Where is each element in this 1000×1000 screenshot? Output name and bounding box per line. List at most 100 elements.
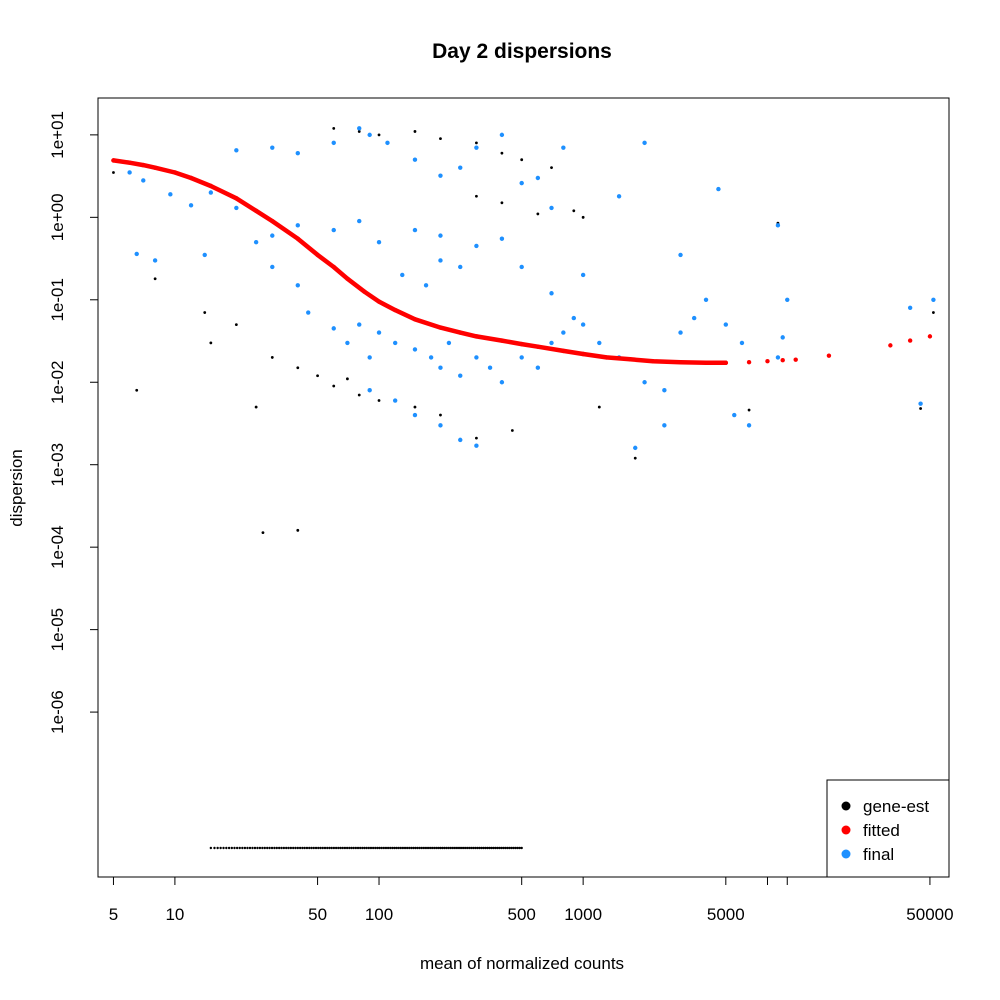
final-point xyxy=(438,258,443,263)
final-point xyxy=(357,322,362,327)
zero-dispersion-point xyxy=(350,846,353,850)
zero-dispersion-point xyxy=(312,846,315,850)
zero-dispersion-point xyxy=(424,846,428,850)
zero-dispersion-point xyxy=(401,846,405,850)
final-point xyxy=(561,330,566,335)
gene-est-point xyxy=(346,377,349,381)
final-point xyxy=(234,148,239,153)
zero-dispersion-point xyxy=(508,846,511,850)
zero-dispersion-point xyxy=(410,846,413,850)
gene-est-point xyxy=(439,137,442,141)
zero-dispersion-point xyxy=(374,846,377,850)
final-point xyxy=(775,223,781,228)
fitted-point xyxy=(234,196,239,201)
gene-est-point xyxy=(296,366,300,370)
final-point xyxy=(907,305,913,310)
gene-est-point xyxy=(581,215,585,219)
gene-est-point xyxy=(919,407,922,410)
gene-est-point xyxy=(520,158,524,162)
gene-est-point xyxy=(234,323,238,327)
fitted-point xyxy=(535,344,541,349)
fitted-point xyxy=(295,236,300,241)
gene-est-points xyxy=(112,126,935,850)
fitted-curve xyxy=(111,158,729,366)
zero-dispersion-point xyxy=(273,846,276,850)
zero-dispersion-point xyxy=(459,846,463,850)
final-point xyxy=(616,194,622,199)
gene-est-point xyxy=(536,212,540,216)
gene-est-point xyxy=(135,388,139,392)
zero-dispersion-point xyxy=(470,846,473,850)
final-point xyxy=(458,437,463,443)
zero-dispersion-point xyxy=(439,846,442,850)
fitted-point xyxy=(412,317,418,322)
legend-marker-gene-est xyxy=(841,801,851,811)
zero-dispersion-point xyxy=(516,846,519,850)
zero-dispersion-point xyxy=(422,846,426,850)
fitted-point xyxy=(627,357,633,362)
zero-dispersion-point xyxy=(213,846,216,850)
gene-est-point xyxy=(475,141,478,145)
final-point xyxy=(499,380,505,385)
fitted-point xyxy=(331,264,336,270)
final-point xyxy=(474,443,479,448)
final-point xyxy=(474,145,479,150)
zero-dispersion-point xyxy=(345,846,349,850)
zero-dispersion-point xyxy=(451,846,455,850)
zero-dispersion-point xyxy=(484,846,487,850)
zero-dispersion-point xyxy=(395,846,398,850)
final-point xyxy=(458,373,463,378)
final-point xyxy=(438,423,443,428)
final-point xyxy=(253,239,259,245)
final-point xyxy=(561,145,566,150)
final-point xyxy=(367,388,372,393)
final-point xyxy=(331,227,336,233)
gene-est-point xyxy=(413,405,417,409)
final-point xyxy=(785,297,790,302)
fitted-point xyxy=(172,170,178,175)
zero-dispersion-point xyxy=(445,846,448,850)
zero-dispersion-point xyxy=(449,846,452,850)
zero-dispersion-point xyxy=(222,846,225,850)
final-point xyxy=(499,236,505,241)
final-point xyxy=(400,272,405,278)
final-point xyxy=(295,223,300,228)
zero-dispersion-point xyxy=(441,846,444,850)
fitted-point xyxy=(474,334,479,339)
zero-dispersion-point xyxy=(230,846,234,850)
fitted-point xyxy=(927,334,933,339)
zero-dispersion-point xyxy=(352,846,355,850)
zero-dispersion-point xyxy=(399,846,403,850)
zero-dispersion-point xyxy=(506,846,509,850)
final-point xyxy=(642,140,647,146)
final-point xyxy=(662,388,667,393)
final-point xyxy=(357,218,362,224)
fitted-point xyxy=(650,358,656,364)
zero-dispersion-point xyxy=(291,846,295,850)
x-tick-label: 50000 xyxy=(906,905,953,924)
y-tick-label: 1e-05 xyxy=(48,608,67,651)
zero-dispersion-point xyxy=(433,846,436,850)
zero-dispersion-point xyxy=(371,846,375,850)
zero-dispersion-point xyxy=(287,846,290,850)
x-tick-label: 50 xyxy=(308,905,327,924)
gene-est-point xyxy=(357,130,361,133)
final-point xyxy=(732,412,737,418)
zero-dispersion-point xyxy=(317,846,320,850)
zero-dispersion-point xyxy=(277,846,281,850)
zero-dispersion-point xyxy=(465,846,469,850)
gene-est-point xyxy=(377,133,381,137)
gene-est-point xyxy=(572,209,576,213)
fitted-point xyxy=(678,360,683,365)
zero-dispersion-point xyxy=(478,846,481,850)
final-point xyxy=(678,252,683,258)
zero-dispersion-point xyxy=(258,846,262,850)
gene-est-point xyxy=(332,126,336,130)
final-point xyxy=(412,412,418,418)
zero-dispersion-point xyxy=(504,846,507,850)
y-axis: 1e+01 1e+00 1e-01 1e-02 1e-03 1e-04 1e-05 1e-06 xyxy=(48,111,99,734)
zero-dispersion-point xyxy=(270,846,274,850)
final-point xyxy=(678,330,683,335)
final-point xyxy=(499,132,505,138)
zero-dispersion-point xyxy=(275,846,278,850)
